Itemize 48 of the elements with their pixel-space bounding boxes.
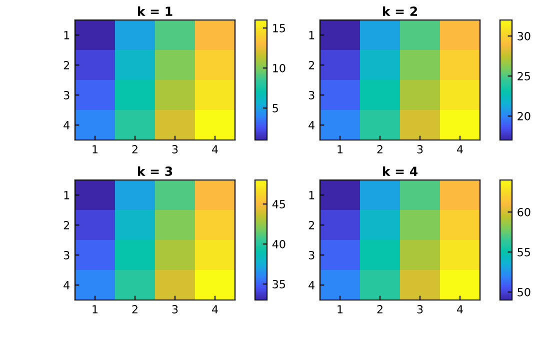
y-tick-label: 3 [64, 90, 70, 100]
x-tick-label: 4 [457, 305, 463, 314]
color-bar-label: 5 [272, 104, 278, 112]
x-tick-label: 1 [92, 305, 98, 314]
y-tick-label: 2 [64, 220, 70, 230]
y-tick-label: 1 [309, 191, 314, 200]
color-bar-label: 50 [518, 288, 530, 296]
y-tick-label: 4 [308, 281, 315, 290]
y-tick-label: 3 [64, 250, 70, 260]
x-tick-label: 3 [172, 305, 178, 314]
y-tick-label: 4 [308, 121, 315, 130]
y-tick-label: 1 [309, 31, 314, 40]
color-bar-label: 15 [273, 24, 286, 32]
y-tick-label: 1 [64, 31, 70, 40]
chart-title: k = 4 [382, 166, 418, 176]
x-tick-label: 3 [172, 145, 178, 154]
y-tick-label: 4 [64, 121, 70, 130]
x-tick-label: 1 [92, 145, 98, 154]
y-tick-label: 2 [308, 60, 314, 70]
color-bar-label: 40 [272, 240, 286, 248]
chart-title: k = 1 [138, 6, 172, 16]
y-tick-label: 2 [64, 60, 70, 70]
color-bar-label: 20 [518, 112, 530, 120]
chart-title: k = 3 [138, 166, 172, 176]
x-tick-label: 2 [132, 145, 138, 154]
x-tick-label: 2 [132, 305, 138, 314]
color-bar-label: 35 [272, 280, 286, 288]
chart-title: k = 2 [382, 6, 418, 16]
x-tick-label: 2 [377, 305, 382, 314]
color-bar-label: 30 [518, 32, 530, 40]
x-tick-label: 3 [417, 305, 423, 314]
x-tick-label: 1 [338, 305, 343, 314]
x-tick-label: 4 [212, 305, 218, 314]
x-tick-label: 2 [377, 145, 382, 154]
x-tick-label: 1 [338, 145, 343, 154]
y-tick-label: 2 [308, 220, 314, 230]
color-bar-label: 60 [518, 208, 530, 216]
y-tick-label: 3 [308, 90, 314, 100]
color-bar-label: 25 [518, 72, 530, 80]
x-tick-label: 4 [212, 145, 218, 154]
color-bar-label: 45 [272, 200, 286, 208]
y-tick-label: 3 [308, 250, 314, 260]
x-tick-label: 4 [457, 145, 463, 154]
color-bar-label: 55 [518, 248, 530, 256]
y-tick-label: 1 [64, 191, 70, 200]
x-tick-label: 3 [417, 145, 423, 154]
color-bar-label: 10 [273, 64, 286, 72]
y-tick-label: 4 [64, 281, 70, 290]
